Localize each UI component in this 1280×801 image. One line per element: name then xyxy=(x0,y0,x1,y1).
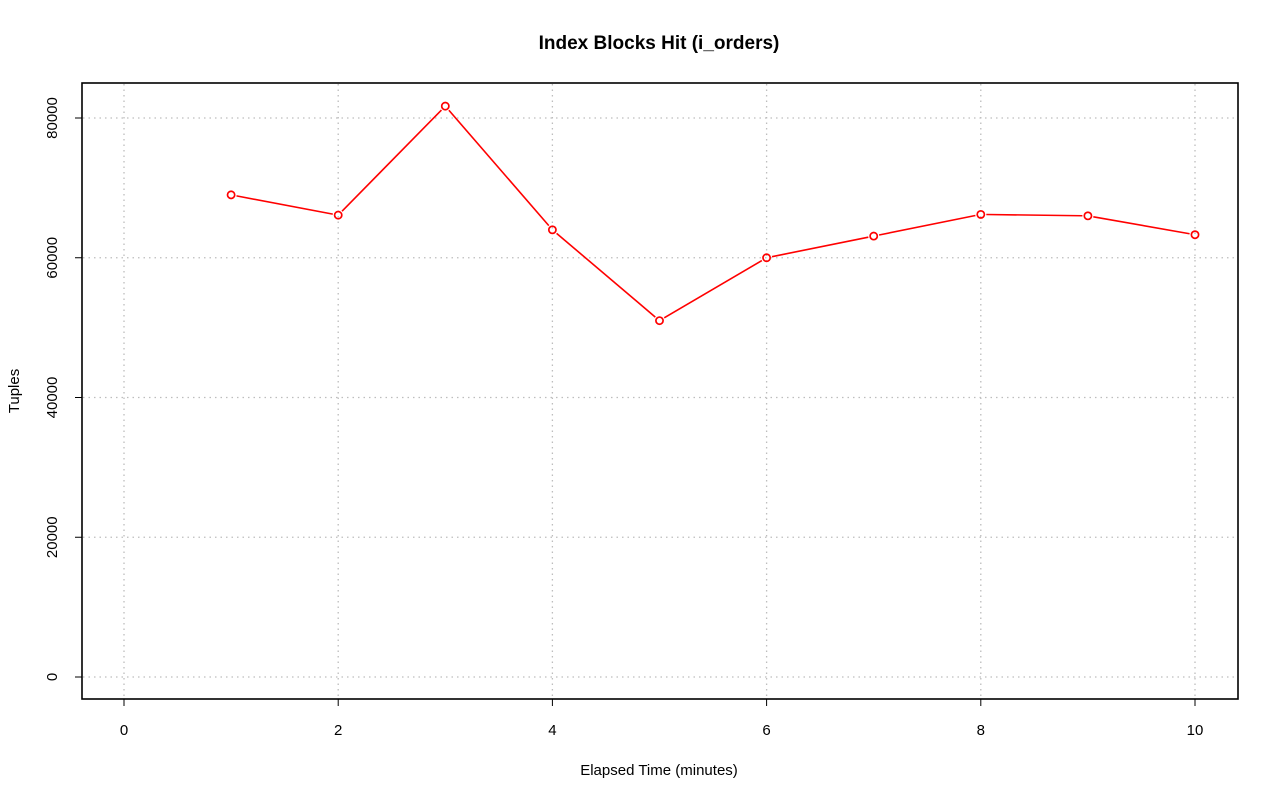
series-line-segment xyxy=(448,109,550,227)
plot-frame xyxy=(81,82,1239,700)
x-tick-label: 10 xyxy=(1187,722,1204,739)
series-line-segment xyxy=(236,195,333,215)
series-layer xyxy=(226,101,1200,326)
data-point xyxy=(226,190,236,200)
series-line-segment xyxy=(986,213,1083,217)
y-axis: 0 20000 40000 60000 80000 xyxy=(44,97,82,681)
y-axis-label: Tuples xyxy=(6,369,23,413)
series-line-segment xyxy=(1093,215,1190,235)
data-point xyxy=(1190,230,1200,240)
y-tick-label: 40000 xyxy=(44,377,61,419)
x-tick-label: 4 xyxy=(548,722,556,739)
data-point xyxy=(976,209,986,219)
series-line-segment xyxy=(771,236,869,258)
x-tick-label: 0 xyxy=(120,722,128,739)
data-point xyxy=(762,253,772,263)
x-tick-label: 6 xyxy=(762,722,770,739)
data-point xyxy=(547,225,557,235)
series xyxy=(226,101,1200,326)
data-point xyxy=(655,316,664,326)
data-point xyxy=(869,231,879,241)
x-axis: 0 2 4 6 8 10 xyxy=(120,699,1204,739)
data-point xyxy=(1083,211,1093,221)
y-tick-label: 0 xyxy=(44,673,61,681)
y-tick-label: 80000 xyxy=(44,97,61,139)
grid xyxy=(83,84,1237,698)
x-axis-label: Elapsed Time (minutes) xyxy=(580,762,738,779)
x-tick-label: 8 xyxy=(977,722,985,739)
y-tick-label: 20000 xyxy=(44,516,61,558)
series-line-segment xyxy=(341,109,443,212)
y-tick-label: 60000 xyxy=(44,237,61,279)
data-point xyxy=(333,210,343,220)
series-line-segment xyxy=(663,259,763,319)
data-point xyxy=(440,101,450,111)
series-line-segment xyxy=(556,232,656,318)
x-tick-label: 2 xyxy=(334,722,342,739)
series-line-segment xyxy=(878,214,976,236)
chart-title: Index Blocks Hit (i_orders) xyxy=(539,33,780,54)
